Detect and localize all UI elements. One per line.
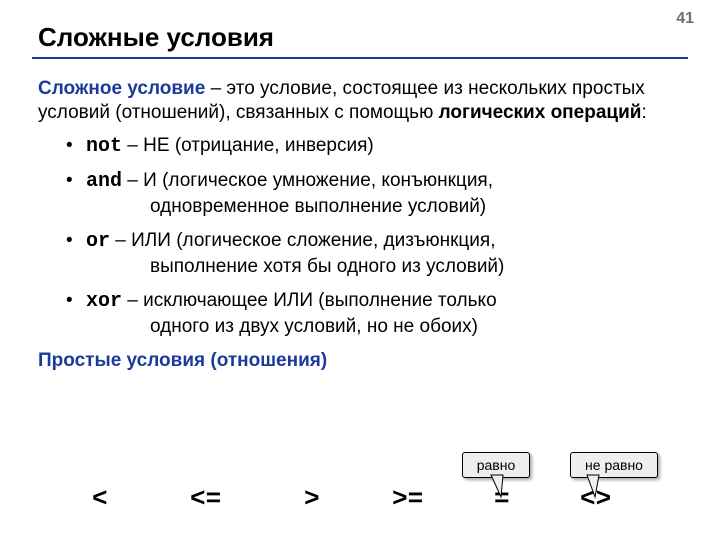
keyword-or: or	[86, 230, 110, 253]
op-desc-cont: одновременное выполнение условий)	[86, 195, 682, 219]
callout-tail-icon	[487, 475, 517, 505]
callout-equal-label: равно	[477, 457, 516, 473]
op-desc: – НЕ (отрицание, инверсия)	[122, 135, 374, 156]
op-desc-cont: одного из двух условий, но не обоих)	[86, 315, 682, 339]
list-item: not – НЕ (отрицание, инверсия)	[66, 134, 682, 160]
subheading: Простые условия (отношения)	[38, 349, 682, 373]
operations-list: not – НЕ (отрицание, инверсия) and – И (…	[38, 134, 682, 339]
body-text: Сложное условие – это условие, состоящее…	[38, 77, 682, 373]
operator-ge: >=	[392, 484, 423, 514]
keyword-not: not	[86, 135, 122, 158]
intro-term: Сложное условие	[38, 78, 205, 99]
intro-bold-tail: логических операций	[439, 102, 642, 123]
keyword-and: and	[86, 170, 122, 193]
op-desc: – ИЛИ (логическое сложение, дизъюнкция,	[110, 230, 495, 251]
op-desc: – И (логическое умножение, конъюнкция,	[122, 170, 493, 191]
operator-lt: <	[92, 484, 108, 514]
page-number: 41	[676, 10, 694, 28]
list-item: or – ИЛИ (логическое сложение, дизъюнкци…	[66, 229, 682, 279]
intro-paragraph: Сложное условие – это условие, состоящее…	[38, 77, 682, 126]
slide-title: Сложные условия	[38, 22, 682, 53]
operator-le: <=	[190, 484, 221, 514]
op-desc-cont: выполнение хотя бы одного из условий)	[86, 255, 682, 279]
op-desc: – исключающее ИЛИ (выполнение только	[122, 290, 497, 311]
intro-colon: :	[641, 102, 646, 123]
list-item: xor – исключающее ИЛИ (выполнение только…	[66, 289, 682, 339]
list-item: and – И (логическое умножение, конъюнкци…	[66, 169, 682, 219]
callout-not-equal: не равно	[570, 452, 658, 478]
keyword-xor: xor	[86, 290, 122, 313]
callout-equal: равно	[462, 452, 530, 478]
slide: 41 Сложные условия Сложное условие – это…	[0, 0, 720, 540]
callout-not-equal-label: не равно	[585, 457, 643, 473]
operator-gt: >	[304, 484, 320, 514]
callout-tail-icon	[583, 475, 613, 505]
title-underline	[32, 57, 688, 59]
